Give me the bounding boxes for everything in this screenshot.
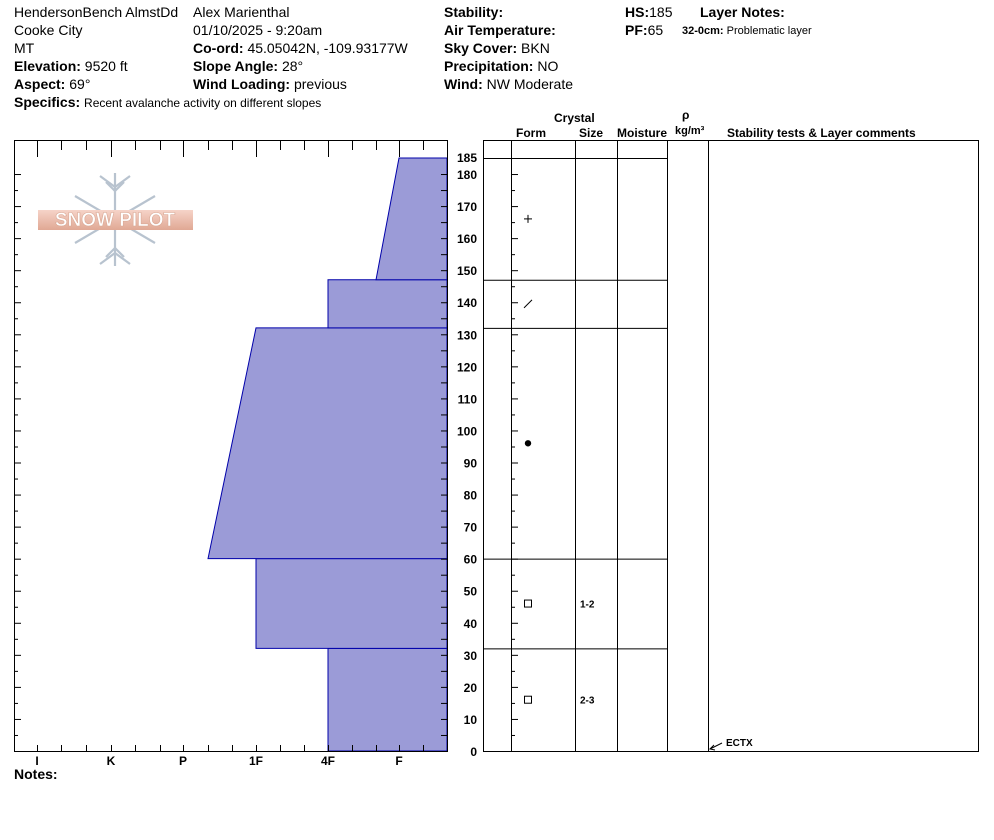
stability-test-label-0: ECTX xyxy=(726,738,753,749)
layer-table-frame xyxy=(483,140,979,752)
wind-loading-label: Wind Loading: xyxy=(193,76,291,92)
snowpilot-logo: SNOW PILOT xyxy=(38,173,193,266)
depth-tick-label-150: 150 xyxy=(457,264,477,278)
grain-rounded-symbol-2 xyxy=(524,440,532,447)
layer-grid: 2-3 1-2 ECTX xyxy=(483,140,979,752)
hs-label: HS: xyxy=(625,4,650,20)
moisture-header: Moisture xyxy=(617,126,668,140)
coord-value: 45.05042N, -109.93177W xyxy=(247,40,408,56)
layer-note: 32-0cm: Problematic layer xyxy=(682,23,812,39)
hardness-tick-label-1F: 1F xyxy=(249,754,263,768)
aspect-value: 69° xyxy=(69,76,91,92)
depth-tick-label-60: 60 xyxy=(464,553,478,567)
stability-label: Stability: xyxy=(444,4,504,20)
elevation-label: Elevation: xyxy=(14,58,81,74)
size-header: Size xyxy=(579,126,604,140)
pf-label: PF: xyxy=(625,22,648,38)
wind-value: NW Moderate xyxy=(486,76,573,92)
depth-tick-label-10: 10 xyxy=(464,713,478,727)
precip-field: Precipitation: NO xyxy=(444,58,558,74)
slope-value: 28° xyxy=(281,58,304,74)
depth-tick-label-100: 100 xyxy=(457,424,477,438)
stability-tests-header: Stability tests & Layer comments xyxy=(727,126,916,140)
hardness-profile xyxy=(207,157,448,752)
grain-faceted-symbol-0 xyxy=(524,695,532,704)
hardness-layer-4 xyxy=(375,157,448,281)
hs-field: HS:185 xyxy=(625,4,672,20)
hardness-tick-label-P: P xyxy=(179,754,187,768)
grain-faceted-symbol-1 xyxy=(524,599,532,608)
grain-size-label-0: 2-3 xyxy=(580,696,595,707)
slope-field: Slope Angle: 28° xyxy=(193,58,303,74)
aspect-label: Aspect: xyxy=(14,76,66,92)
form-header: Form xyxy=(516,126,546,140)
depth-tick-label-90: 90 xyxy=(464,457,478,471)
aspect-field: Aspect: 69° xyxy=(14,76,90,92)
precip-value: NO xyxy=(537,58,559,74)
crystal-header: Crystal xyxy=(554,111,595,125)
pf-value: 65 xyxy=(647,22,664,38)
logo-text: SNOW PILOT xyxy=(55,210,176,231)
elevation-value: 9520 ft xyxy=(84,58,128,74)
precip-label: Precipitation: xyxy=(444,58,534,74)
depth-tick-label-180: 180 xyxy=(457,168,477,182)
hardness-layer-2 xyxy=(207,327,448,560)
depth-tick-label-120: 120 xyxy=(457,360,477,374)
layer-note-text: Problematic layer xyxy=(726,25,812,37)
hardness-tick-label-I: I xyxy=(35,754,38,768)
wind-loading-value: previous xyxy=(293,76,347,92)
location-name: HendersonBench AlmstDd xyxy=(14,4,179,20)
hs-value: 185 xyxy=(649,4,673,20)
specifics-field: Specifics: Recent avalanche activity on … xyxy=(14,94,321,111)
specifics-label: Specifics: xyxy=(14,94,81,110)
region-name: Cooke City xyxy=(14,22,83,38)
hardness-tick-label-K: K xyxy=(107,754,116,768)
slope-label: Slope Angle: xyxy=(193,58,279,74)
hardness-plot-frame xyxy=(14,140,448,752)
depth-tick-label-80: 80 xyxy=(464,489,478,503)
pf-field: PF:65 xyxy=(625,22,663,38)
hardness-tick-label-4F: 4F xyxy=(321,754,335,768)
depth-tick-label-160: 160 xyxy=(457,232,477,246)
stability-test-arrowhead-0 xyxy=(708,744,716,751)
state-name: MT xyxy=(14,40,35,56)
depth-tick-label-170: 170 xyxy=(457,200,477,214)
sky-cover-label: Sky Cover: xyxy=(444,40,518,56)
observer-name: Alex Marienthal xyxy=(193,4,290,20)
depth-tick-label-110: 110 xyxy=(458,392,478,406)
layer-notes-label: Layer Notes: xyxy=(700,4,785,20)
grain-size-label-1: 1-2 xyxy=(580,600,595,611)
sky-cover-field: Sky Cover: BKN xyxy=(444,40,550,56)
depth-tick-label-30: 30 xyxy=(464,649,478,663)
density-unit-header: kg/m³ xyxy=(675,125,705,137)
hardness-layer-3 xyxy=(327,279,448,329)
observation-datetime: 01/10/2025 - 9:20am xyxy=(193,22,323,38)
rho-header: ρ xyxy=(682,108,690,122)
coord-field: Co-ord: 45.05042N, -109.93177W xyxy=(193,40,408,56)
grain-decomposing-symbol-3 xyxy=(523,299,533,309)
elevation-field: Elevation: 9520 ft xyxy=(14,58,128,74)
wind-label: Wind: xyxy=(444,76,483,92)
depth-tick-label-50: 50 xyxy=(464,585,478,599)
wind-field: Wind: NW Moderate xyxy=(444,76,573,92)
hardness-tick-label-F: F xyxy=(395,754,402,768)
hardness-layer-0 xyxy=(327,647,448,752)
coord-label: Co-ord: xyxy=(193,40,244,56)
depth-tick-label-20: 20 xyxy=(464,681,478,695)
depth-tick-label-40: 40 xyxy=(464,617,478,631)
specifics-value: Recent avalanche activity on different s… xyxy=(84,96,322,110)
depth-tick-label-140: 140 xyxy=(457,296,477,310)
hardness-layer-1 xyxy=(255,558,448,649)
air-temp-label: Air Temperature: xyxy=(444,22,556,38)
depth-tick-label-70: 70 xyxy=(464,521,478,535)
notes-label: Notes: xyxy=(14,766,58,782)
depth-tick-label-130: 130 xyxy=(457,328,477,342)
layer-note-depth: 32-0cm: xyxy=(682,25,724,37)
wind-loading-field: Wind Loading: previous xyxy=(193,76,347,92)
depth-tick-label-185: 185 xyxy=(457,151,477,165)
stability-test-pointer-0 xyxy=(709,742,723,750)
sky-cover-value: BKN xyxy=(521,40,550,56)
depth-tick-label-0: 0 xyxy=(470,745,477,759)
